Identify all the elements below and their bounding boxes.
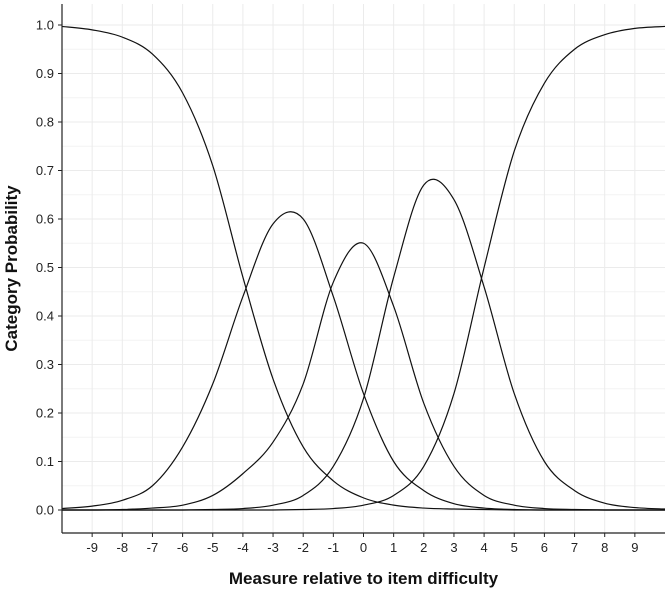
- category-curve-3: [61, 242, 665, 511]
- y-tick-label: 0.8: [36, 115, 54, 130]
- y-tick-label: 0.1: [36, 454, 54, 469]
- x-tick-label: -8: [117, 540, 129, 555]
- probability-curves: [61, 25, 666, 511]
- x-tick-label: -9: [86, 540, 98, 555]
- x-tick-label: 0: [360, 540, 367, 555]
- x-tick-label: 3: [450, 540, 457, 555]
- category-curve-5: [62, 25, 666, 511]
- x-tick-label: -7: [147, 540, 159, 555]
- x-tick-label: -5: [207, 540, 219, 555]
- x-tick-label: -2: [297, 540, 309, 555]
- x-tick-label: 5: [511, 540, 518, 555]
- tick-labels: 0.0 0.1 0.2 0.3 0.4 0.5 0.6 0.7 0.8 0.9 1.0 -9 -8 -7 -…: [36, 18, 639, 556]
- x-tick-label: 1: [390, 540, 397, 555]
- y-tick-label: 0.6: [36, 212, 54, 227]
- x-axis-title: Measure relative to item difficulty: [229, 569, 499, 588]
- x-tick-label: -3: [267, 540, 279, 555]
- x-tick-label: 7: [571, 540, 578, 555]
- x-tick-label: 8: [601, 540, 608, 555]
- x-tick-label: -1: [328, 540, 340, 555]
- y-tick-label: 0.7: [36, 163, 54, 178]
- y-tick-label: 0.4: [36, 309, 54, 324]
- y-tick-label: 0.3: [36, 357, 54, 372]
- grid: [62, 4, 665, 533]
- y-tick-label: 0.0: [36, 503, 54, 518]
- x-tick-label: 2: [420, 540, 427, 555]
- y-tick-label: 0.9: [36, 66, 54, 81]
- y-tick-label: 0.2: [36, 406, 54, 421]
- y-tick-label: 1.0: [36, 18, 54, 33]
- x-tick-label: 6: [541, 540, 548, 555]
- axes: [58, 4, 665, 537]
- y-axis-title: Category Probability: [2, 185, 21, 352]
- x-tick-label: 4: [480, 540, 487, 555]
- x-tick-label: -6: [177, 540, 189, 555]
- x-tick-label: 9: [631, 540, 638, 555]
- category-curve-2: [61, 211, 665, 511]
- x-tick-label: -4: [237, 540, 249, 555]
- y-tick-label: 0.5: [36, 260, 54, 275]
